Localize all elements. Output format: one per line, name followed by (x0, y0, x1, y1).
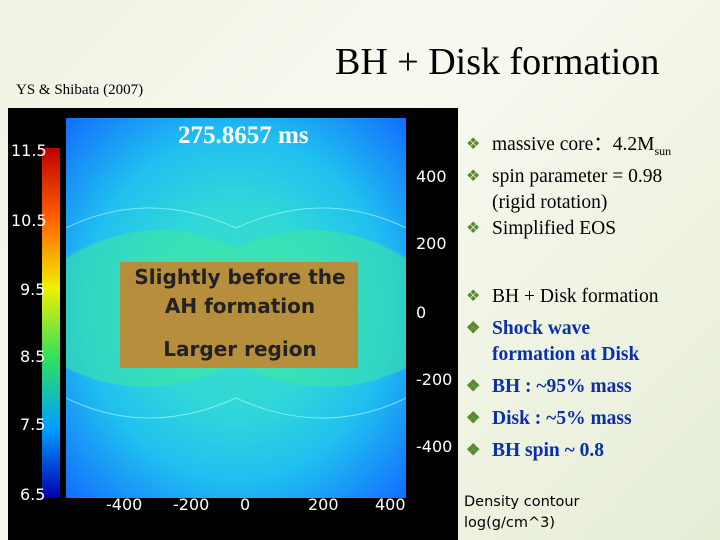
bullet: ❖ BH + Disk formation (466, 286, 659, 307)
overlay-box (120, 262, 358, 368)
slide-title: BH + Disk formation (335, 41, 660, 83)
x-label: 400 (375, 495, 406, 514)
caption-line: log(g/cm^3) (464, 515, 555, 531)
bullet-text: spin parameter = 0.98 (492, 165, 663, 187)
bullet: ❖ massive core：4.2Msun (466, 134, 672, 158)
colorbar-label: 9.5 (20, 280, 45, 299)
bullet: ❖ BH spin ~ 0.8 (466, 440, 605, 461)
citation: YS & Shibata (2007) (16, 82, 144, 98)
bullet-list: ❖ massive core：4.2Msun ❖ spin parameter = … (466, 132, 716, 242)
x-label: 0 (240, 495, 250, 514)
x-label: -200 (173, 495, 209, 514)
overlay-text: Larger region (163, 337, 316, 361)
colorbar-label: 8.5 (20, 347, 45, 366)
colorbar-label: 11.5 (11, 141, 47, 160)
figure-caption: Density contour log(g/cm^3) (464, 492, 579, 534)
colorbar (42, 148, 60, 498)
bullet: ❖ Simplified EOS (466, 217, 617, 239)
colorbar-label: 10.5 (11, 211, 47, 230)
bullet-text: massive core：4.2M (492, 134, 655, 155)
bullet-list: ❖ BH + Disk formation ❖ Shock wave formatio… (466, 284, 716, 464)
bullet-text: Shock wave (492, 318, 591, 339)
subscript: sun (654, 143, 672, 158)
x-label: 200 (308, 495, 339, 514)
x-label: -400 (106, 495, 142, 514)
simulation-figure: 275.8657 ms 11.5 10.5 9.5 8.5 7.5 6.5 40… (8, 108, 458, 540)
colorbar-label: 7.5 (20, 415, 45, 434)
y-label: 0 (416, 303, 426, 322)
bullet-text: BH spin ~ 0.8 (492, 440, 605, 461)
y-label: 200 (416, 234, 447, 253)
bullet-text: Simplified EOS (492, 217, 617, 239)
colorbar-label: 6.5 (20, 485, 45, 504)
bullet-text: formation at Disk (492, 344, 640, 365)
y-label: -400 (416, 437, 452, 456)
bullet-text: (rigid rotation) (492, 191, 608, 213)
bullet: ❖ Disk : ~5% mass (466, 408, 632, 429)
y-label: -200 (416, 370, 452, 389)
overlay-text: Slightly before the (134, 265, 345, 289)
bullet: ❖ Shock wave formation at Disk (466, 316, 716, 368)
bullet: ❖ BH : ~95% mass (466, 376, 632, 397)
overlay-text: AH formation (165, 294, 315, 318)
caption-line: Density contour (464, 494, 580, 510)
time-label: 275.8657 ms (178, 122, 309, 149)
bullet-text: BH : ~95% mass (492, 376, 632, 397)
bullet-text: Disk : ~5% mass (492, 408, 632, 429)
y-label: 400 (416, 167, 447, 186)
bullet-text: BH + Disk formation (492, 286, 659, 307)
bullet: ❖ spin parameter = 0.98 (rigid rotation) (466, 164, 716, 216)
